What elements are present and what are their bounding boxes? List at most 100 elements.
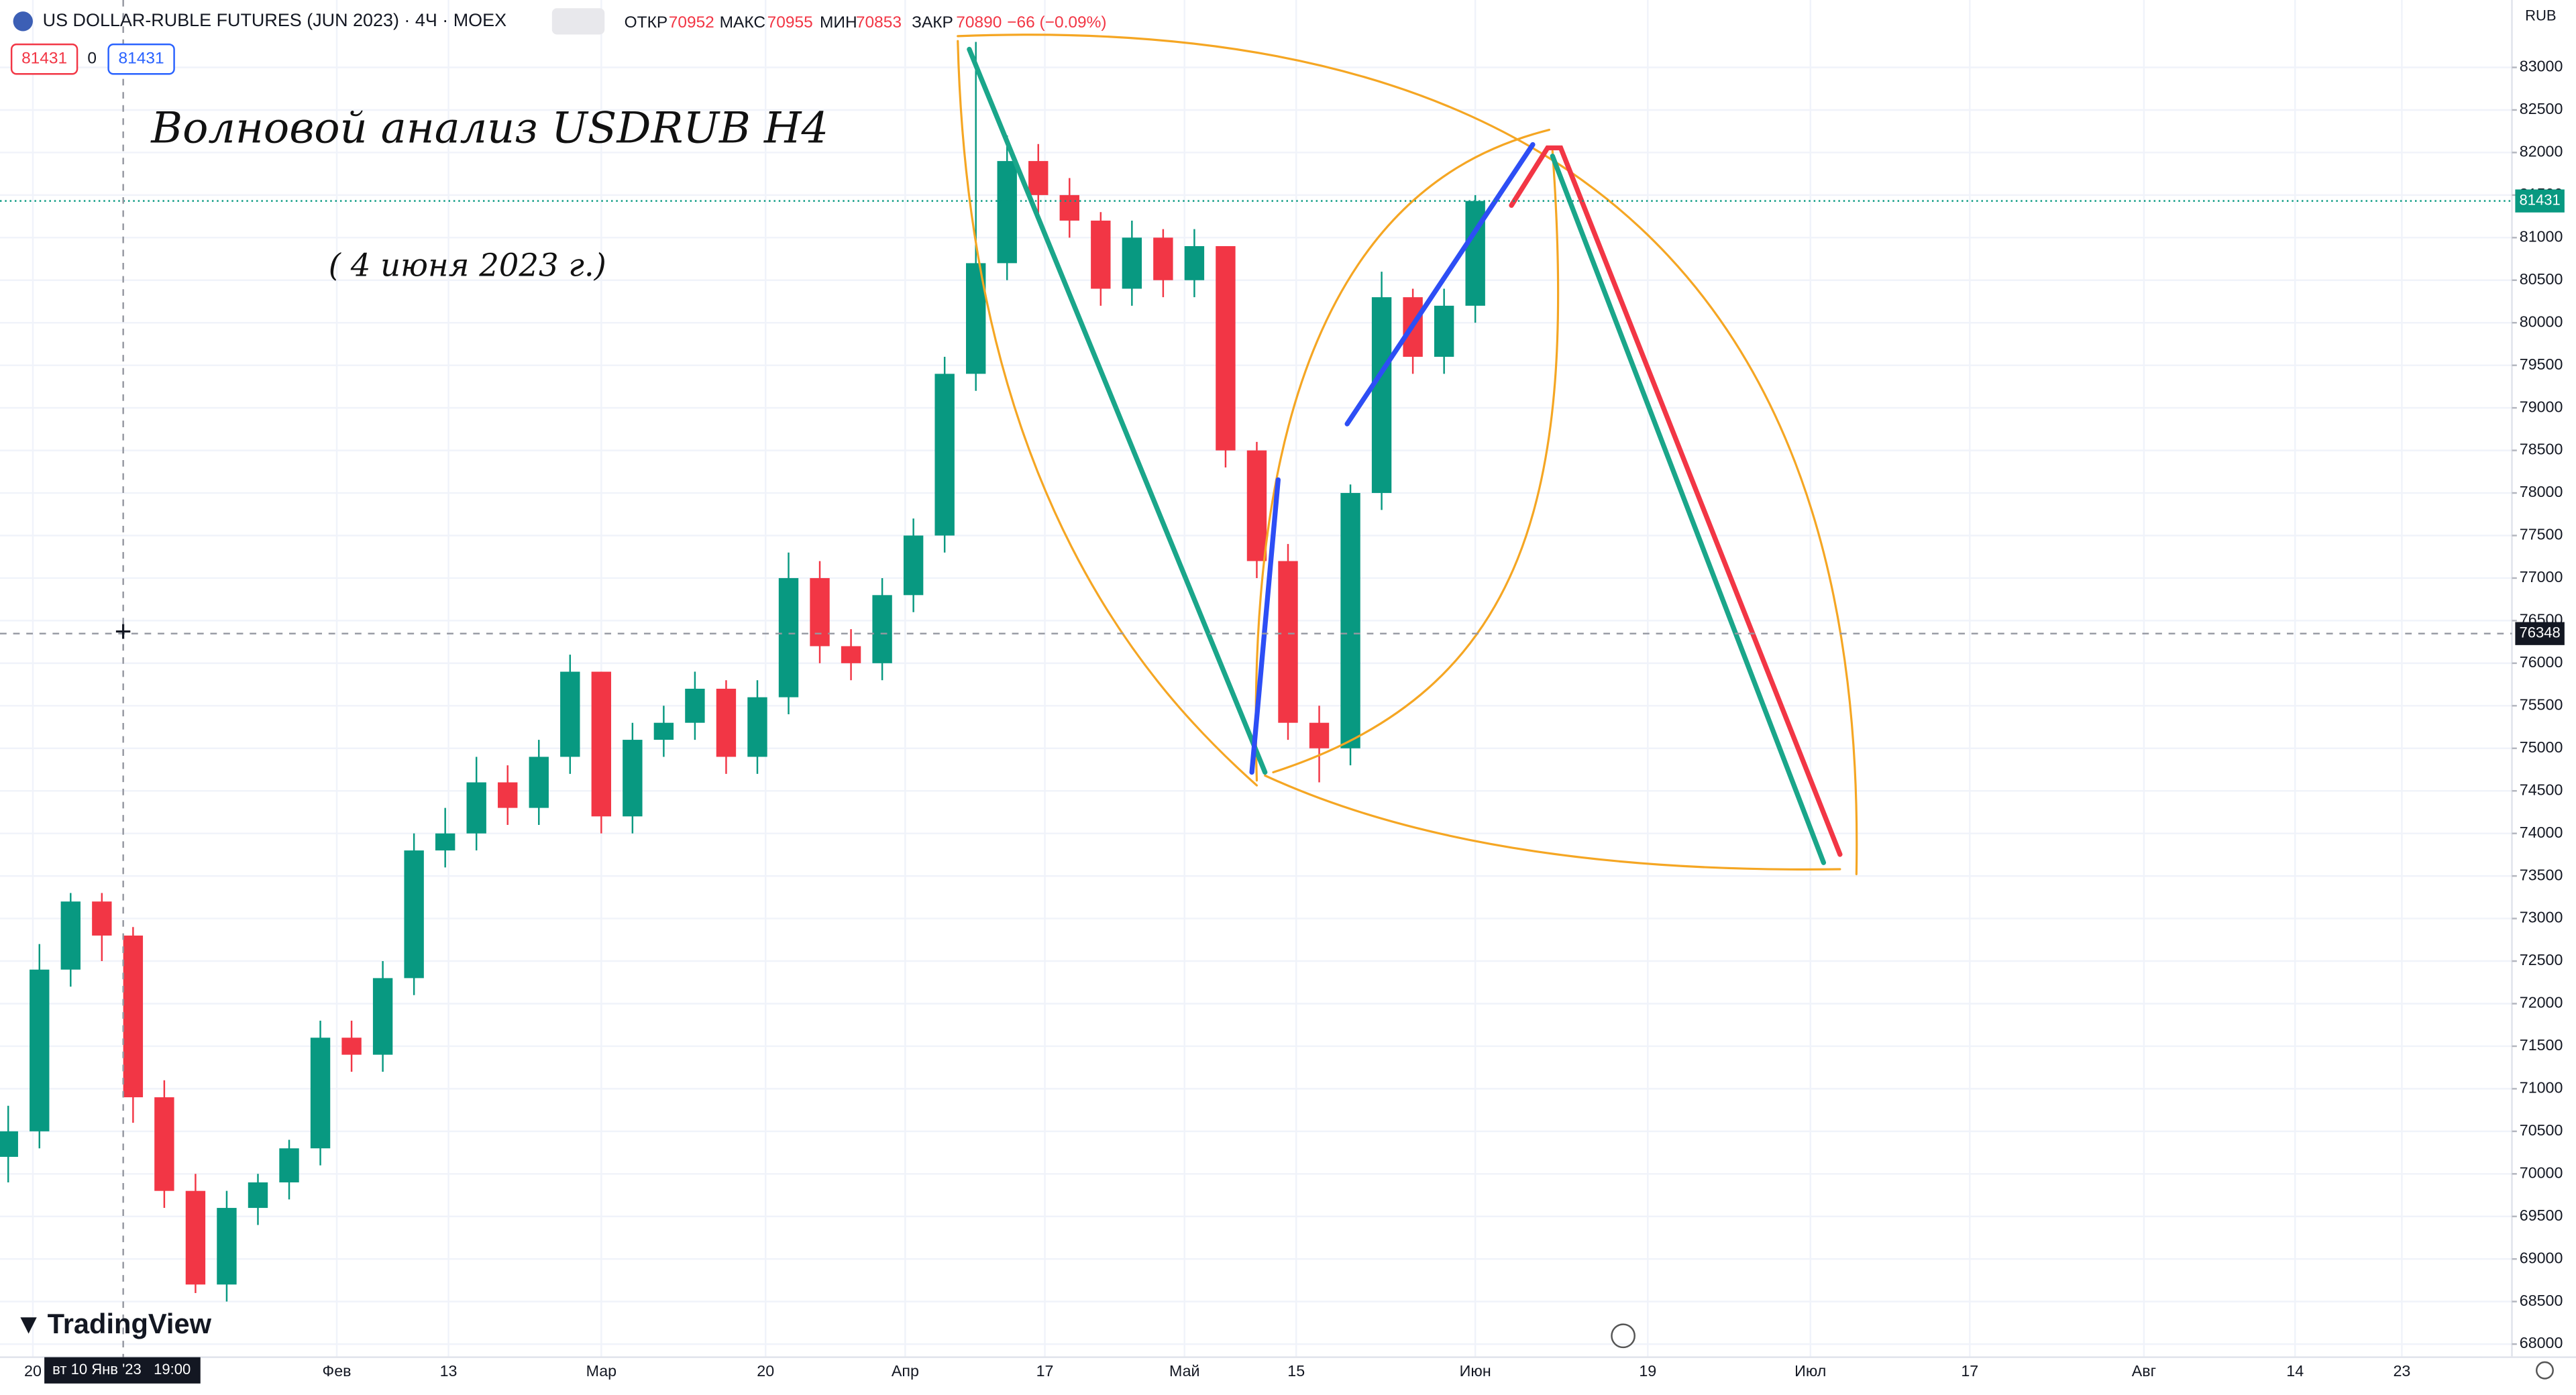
wave-line — [967, 46, 1268, 775]
candle-body — [934, 374, 955, 536]
candle-body — [466, 782, 486, 834]
symbol-title: US DOLLAR-RUBLE FUTURES (JUN 2023) · 4Ч … — [43, 10, 506, 30]
x-tick-label: 17 — [1961, 1362, 1978, 1380]
arc — [1264, 774, 1841, 871]
candle-body — [685, 688, 705, 723]
arc — [1254, 128, 1550, 782]
candle-body — [1184, 246, 1205, 280]
y-tick-label: 82500 — [2520, 100, 2563, 117]
y-tick-label: 78500 — [2520, 441, 2563, 458]
wave-line — [1249, 477, 1281, 775]
candle-body — [60, 901, 80, 970]
candle-body — [778, 577, 799, 698]
x-tick-label: Мар — [586, 1362, 616, 1380]
candle-body — [372, 978, 393, 1055]
candle-body — [872, 595, 892, 663]
candles — [0, 42, 1485, 1302]
crosshair-cursor: + — [115, 615, 132, 648]
candle-body — [810, 577, 830, 647]
candle-body — [1216, 246, 1236, 451]
x-tick-label: Фев — [323, 1362, 352, 1380]
y-tick-label: 74000 — [2520, 824, 2563, 841]
x-tick-label: 17 — [1036, 1362, 1054, 1380]
brand-name: TradingView — [48, 1308, 212, 1339]
y-tick-label: 83000 — [2520, 58, 2563, 75]
crosshair-price-tag — [2515, 622, 2565, 645]
y-tick-label: 68500 — [2520, 1292, 2563, 1309]
y-tick-label: 69500 — [2520, 1207, 2563, 1224]
drawings — [957, 34, 1858, 875]
x-tick-label: Июл — [1794, 1362, 1826, 1380]
y-tick-label: 80000 — [2520, 313, 2563, 330]
x-tick-label: Авг — [2132, 1362, 2156, 1380]
ask-box[interactable] — [107, 43, 175, 75]
candle-body — [1434, 305, 1454, 357]
stat-label: ЗАКР — [912, 13, 953, 32]
crosshair-time: вт 10 Янв '23 19:00 — [52, 1361, 191, 1378]
wave-line — [1509, 145, 1843, 857]
x-tick-label: 14 — [2286, 1362, 2304, 1380]
candle-body — [1028, 161, 1049, 195]
y-tick-label: 69000 — [2520, 1249, 2563, 1266]
y-tick-label: 79000 — [2520, 398, 2563, 415]
candle-body — [404, 850, 424, 979]
candle-body — [747, 697, 767, 757]
stat-value: 70952 — [669, 13, 714, 32]
candle-body — [1340, 493, 1360, 748]
x-tick-label: 23 — [2393, 1362, 2410, 1380]
y-tick-label: 70500 — [2520, 1121, 2563, 1139]
y-tick-label: 75000 — [2520, 738, 2563, 756]
wave-line — [1550, 154, 1827, 865]
candle-body — [1122, 237, 1142, 289]
x-tick-label: 13 — [440, 1362, 458, 1380]
candle-body — [1371, 297, 1392, 494]
y-tick-label: 68000 — [2520, 1334, 2563, 1351]
stat-label: ОТКР — [625, 13, 668, 32]
y-tick-label: 77000 — [2520, 568, 2563, 585]
settings-icon[interactable] — [2536, 1361, 2554, 1380]
x-tick-label: 20 — [757, 1362, 774, 1380]
candle-body — [1153, 237, 1173, 280]
candle-body — [185, 1190, 206, 1285]
price-axis — [2512, 0, 2576, 1395]
x-tick-label: 15 — [1287, 1362, 1305, 1380]
arc — [957, 34, 1858, 875]
annotation: Волновой анализ USDRUB H4 — [150, 103, 828, 153]
y-tick-label: 71500 — [2520, 1036, 2563, 1054]
candle-body — [1246, 450, 1267, 561]
grid — [0, 0, 2512, 1357]
y-tick-label: 75500 — [2520, 695, 2563, 713]
flag-icon — [13, 11, 33, 32]
bid: 81431 — [21, 50, 67, 68]
stat-label: МИН — [820, 13, 857, 32]
toggle[interactable] — [551, 8, 605, 35]
candle-body — [1059, 194, 1079, 221]
candle-body — [30, 969, 50, 1131]
bid-box[interactable] — [10, 43, 78, 75]
y-tick-label: 78000 — [2520, 483, 2563, 500]
candle-body — [529, 757, 549, 808]
candle-body — [279, 1148, 299, 1182]
y-tick-label: 79500 — [2520, 355, 2563, 373]
timer-icon[interactable] — [1611, 1323, 1635, 1349]
stat-label: МАКС — [720, 13, 765, 32]
time-axis — [0, 1357, 2576, 1395]
candle-body — [653, 722, 674, 740]
candle-body — [0, 1131, 18, 1157]
candle-body — [591, 671, 612, 817]
y-tick-label: 82000 — [2520, 143, 2563, 160]
candle-body — [154, 1097, 174, 1191]
y-tick-label: 72500 — [2520, 951, 2563, 968]
y-tick-label: 81000 — [2520, 227, 2563, 245]
candle-body — [217, 1208, 237, 1285]
last-price-tag — [2515, 189, 2565, 213]
candle-body — [560, 671, 580, 757]
y-tick-label: 72000 — [2520, 994, 2563, 1011]
candle-body — [903, 535, 924, 596]
candle-body — [1309, 722, 1330, 748]
brand: ▼ TradingView — [15, 1308, 212, 1339]
